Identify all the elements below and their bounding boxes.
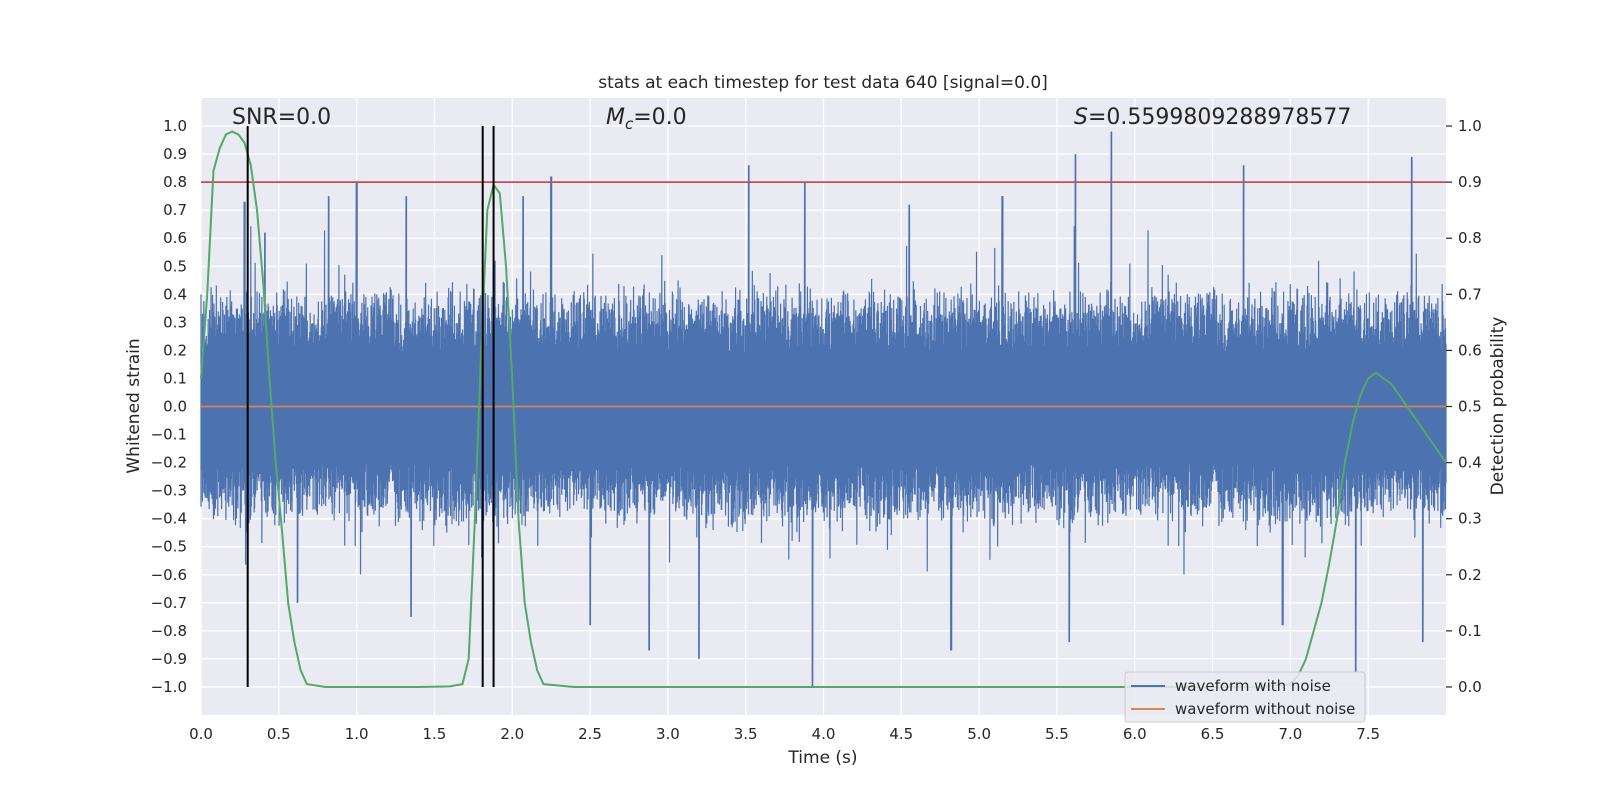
y-right-tick-label: 0.8 [1458, 229, 1482, 247]
y-right-tick-label: 0.2 [1458, 566, 1482, 584]
y-left-tick-label: −0.2 [151, 454, 187, 472]
y-left-tick-label: 0.8 [163, 173, 187, 191]
y-right-tick-label: 0.4 [1458, 454, 1482, 472]
x-tick-label: 3.0 [656, 725, 680, 743]
y-left-tick-label: 0.0 [163, 398, 187, 416]
y-right-tick-label: 0.1 [1458, 622, 1482, 640]
probability-series [200, 130, 1447, 688]
chart-title: stats at each timestep for test data 640… [598, 73, 1048, 93]
y-right-tick-label: 1.0 [1458, 117, 1482, 135]
x-tick-label: 6.0 [1123, 725, 1147, 743]
chart-legend: waveform with noise waveform without noi… [1124, 671, 1366, 723]
x-tick-label: 2.0 [500, 725, 524, 743]
x-tick-label: 6.5 [1201, 725, 1225, 743]
y-left-tick-label: −0.3 [151, 482, 187, 500]
x-tick-label: 2.5 [578, 725, 602, 743]
y-left-tick-label: 0.6 [163, 229, 187, 247]
y-right-tick-label: 0.7 [1458, 285, 1482, 303]
y-left-tick-label: 0.4 [163, 285, 187, 303]
x-tick-label: 1.0 [345, 725, 369, 743]
y-left-tick-label: 0.1 [163, 369, 187, 387]
x-tick-label: 5.0 [967, 725, 991, 743]
y-right-tick-label: 0.9 [1458, 173, 1482, 191]
chirp-mass-annotation: Mc=0.0 [606, 105, 687, 133]
y-left-tick-label: −0.4 [151, 510, 187, 528]
x-tick-label: 4.5 [889, 725, 913, 743]
y-left-tick-label: −0.9 [151, 650, 187, 668]
x-tick-label: 7.5 [1356, 725, 1380, 743]
x-axis-label: Time (s) [787, 748, 857, 768]
legend-label-noise: waveform with noise [1175, 677, 1331, 695]
y-left-tick-label: 0.5 [163, 257, 187, 275]
y-left-tick-label: −0.1 [151, 426, 187, 444]
x-tick-label: 3.5 [734, 725, 758, 743]
y-left-tick-label: −0.8 [151, 622, 187, 640]
x-tick-label: 0.5 [267, 725, 291, 743]
legend-label-clean: waveform without noise [1175, 700, 1355, 718]
y-left-tick-label: −0.6 [151, 566, 187, 584]
y-left-tick-label: 0.7 [163, 201, 187, 219]
probability-line [200, 130, 1447, 688]
x-tick-label: 0.0 [189, 725, 213, 743]
vertical-markers [246, 126, 495, 687]
y-left-tick-label: −1.0 [151, 678, 187, 696]
y-left-tick-label: 0.9 [163, 145, 187, 163]
y-left-tick-label: 0.2 [163, 341, 187, 359]
y-axis-right-label: Detection probability [1488, 317, 1508, 496]
y-right-tick-label: 0.3 [1458, 510, 1482, 528]
y-right-tick-label: 0.5 [1458, 398, 1482, 416]
y-right-tick-label: 0.6 [1458, 341, 1482, 359]
x-tick-label: 7.0 [1278, 725, 1302, 743]
y-left-tick-label: −0.7 [151, 594, 187, 612]
x-tick-label: 1.5 [423, 725, 447, 743]
y-left-tick-label: 0.3 [163, 313, 187, 331]
y-axis-left-label: Whitened strain [124, 338, 144, 473]
snr-annotation: SNR=0.0 [232, 105, 331, 130]
x-tick-label: 5.5 [1045, 725, 1069, 743]
score-annotation: S=0.5599809288978577 [1074, 105, 1351, 130]
y-left-tick-label: −0.5 [151, 538, 187, 556]
x-tick-label: 4.0 [812, 725, 836, 743]
tick-labels: 0.0 0.5 1.0 1.5 2.0 2.5 3.0 3.5 4.0 4.5 5.0 5.5 6.0 6… [151, 117, 1482, 743]
y-right-tick-label: 0.0 [1458, 678, 1482, 696]
legend-box [1124, 671, 1366, 723]
y-left-tick-label: 1.0 [163, 117, 187, 135]
